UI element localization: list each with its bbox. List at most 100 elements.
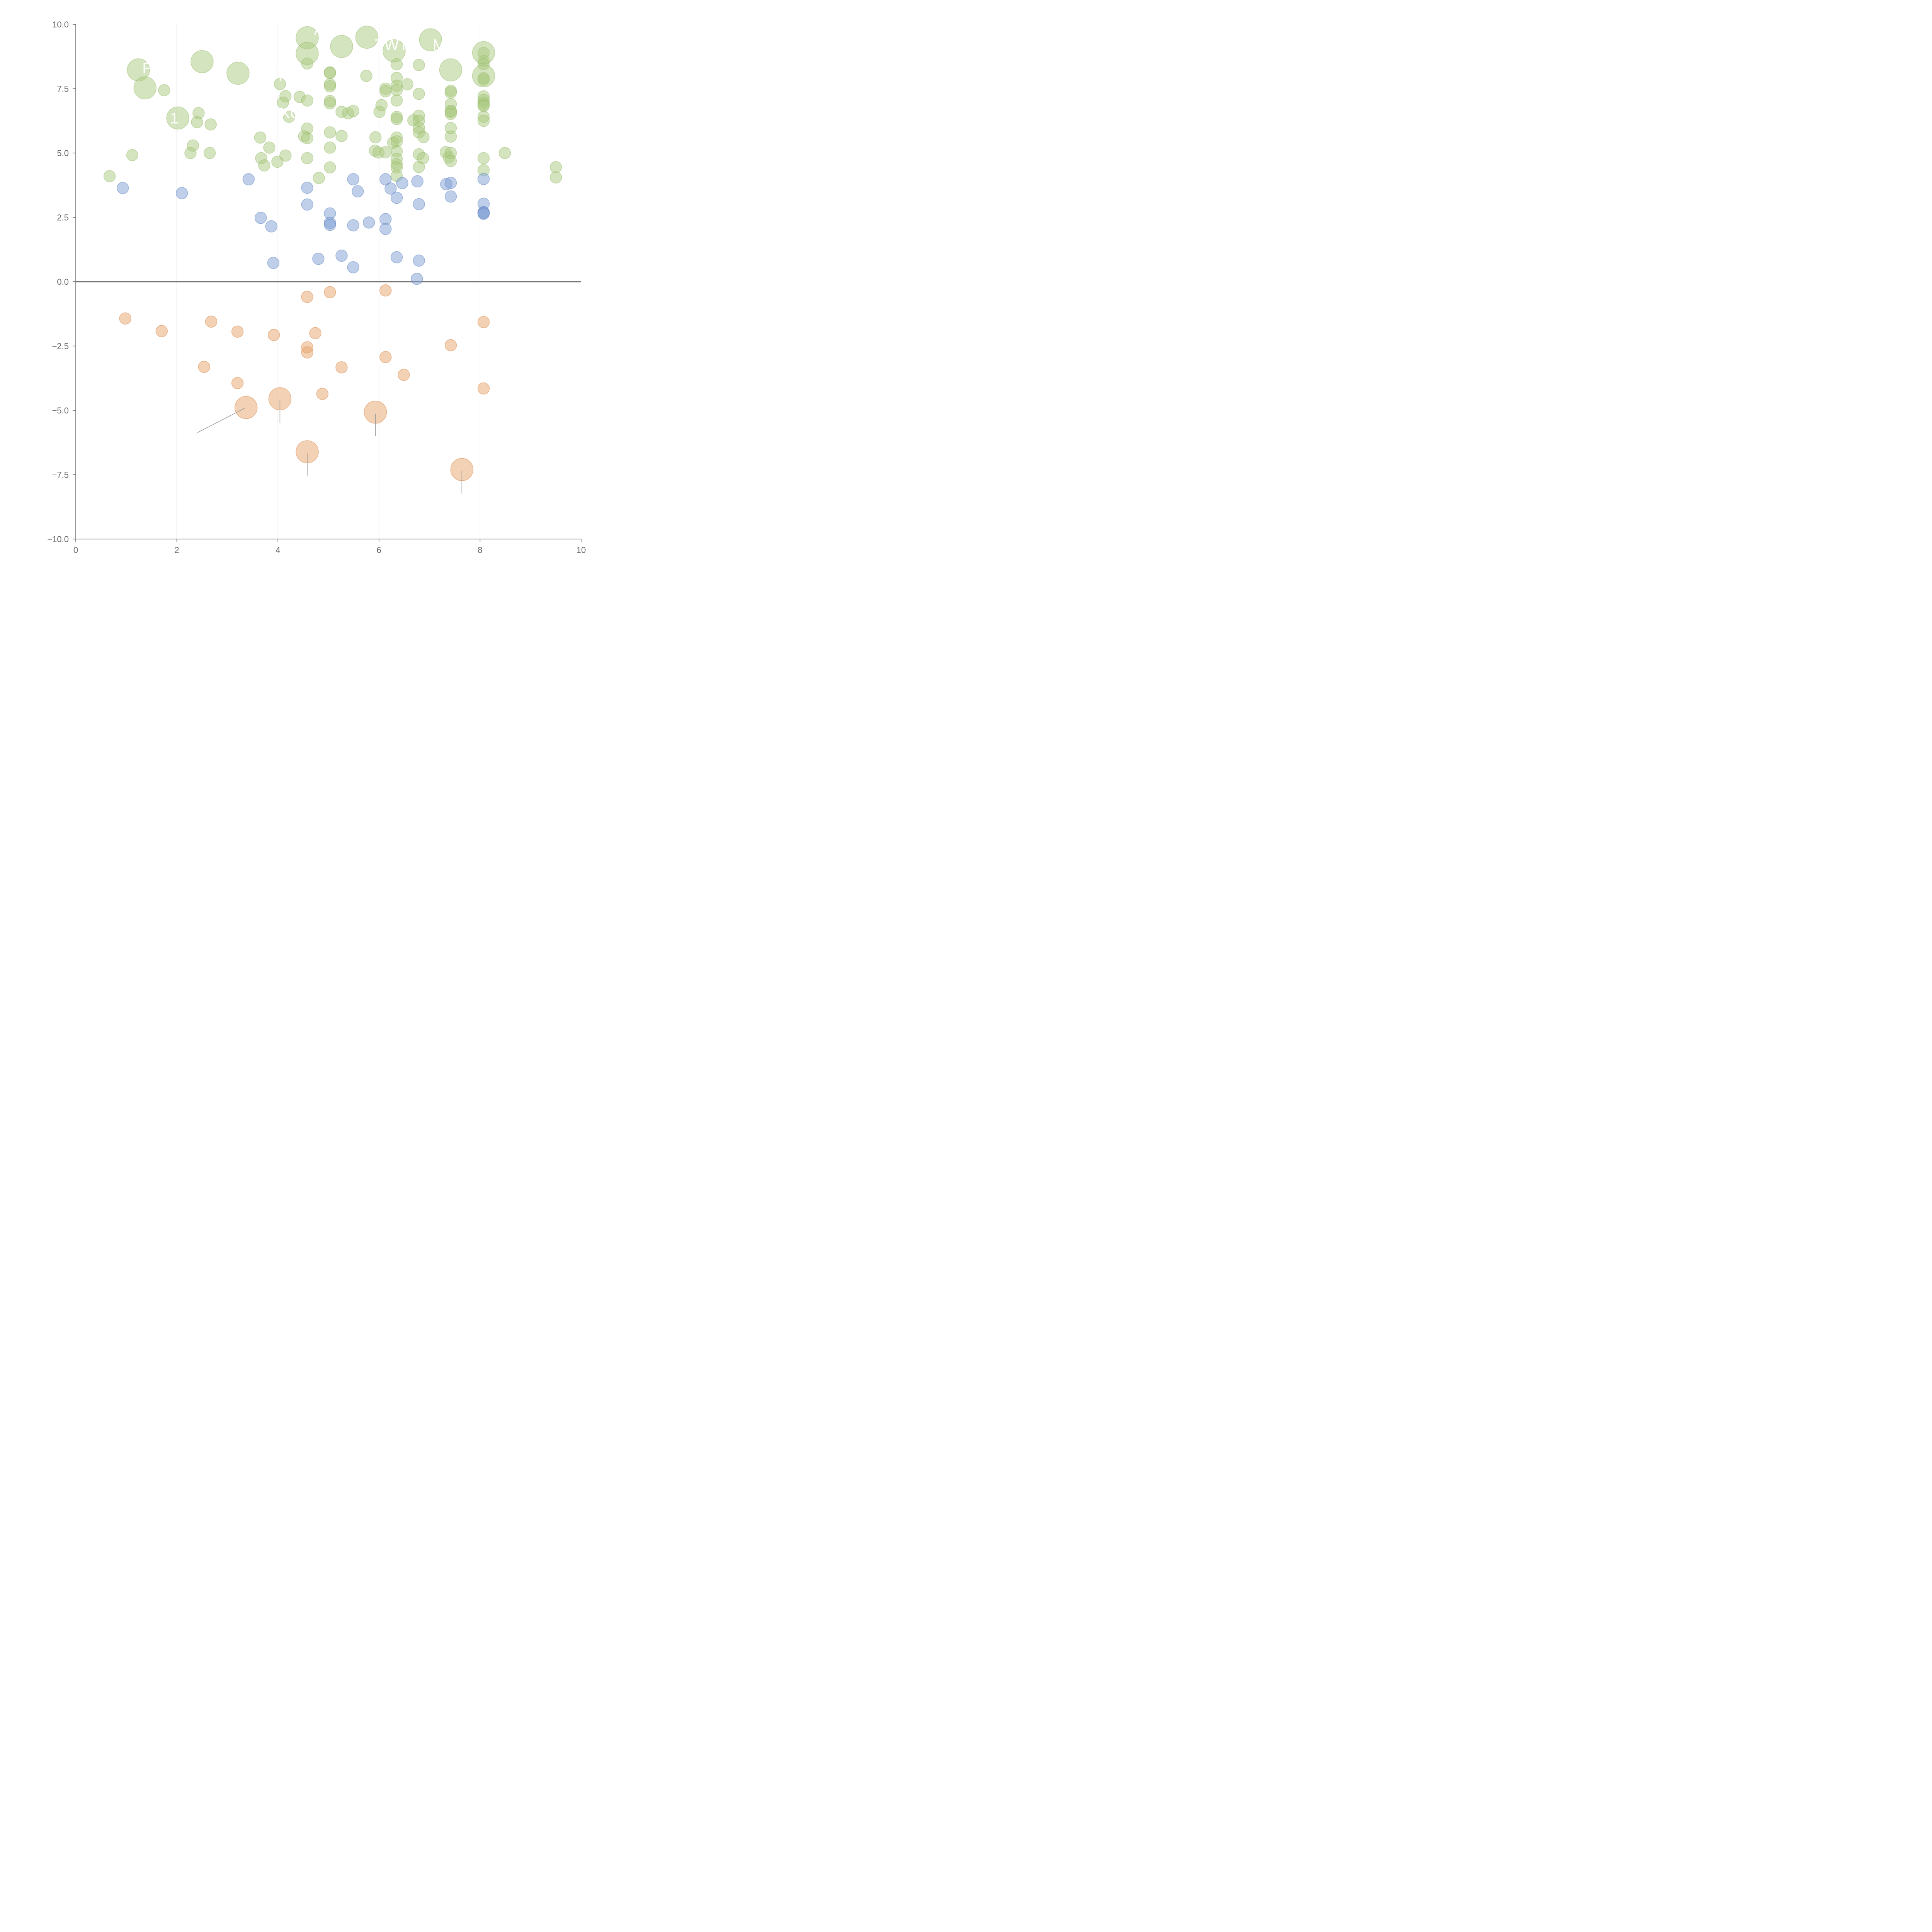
point-negative [119, 312, 131, 325]
labels-layer: ADA TWT MN F T XC 1 [142, 21, 463, 494]
point-positive-high [301, 152, 313, 165]
point-positive-low [477, 173, 490, 185]
point-annotation: T [276, 68, 285, 85]
point-positive-high [324, 141, 336, 154]
point-annotation: XC [280, 105, 301, 122]
point-negative [205, 315, 218, 328]
point-annotation: F [142, 60, 151, 77]
point-positive-high [301, 94, 313, 107]
point-positive-high [390, 113, 403, 125]
point-positive-high [258, 159, 270, 172]
point-positive-low [413, 198, 425, 211]
y-tick-label: 5.0 [57, 148, 69, 158]
point-positive-high [313, 172, 325, 184]
point-negative [444, 339, 457, 352]
large-point-positive-high [472, 41, 495, 65]
point-positive-low [324, 219, 336, 231]
point-positive-high [324, 97, 336, 110]
point-annotation: TWT [375, 37, 408, 54]
point-positive-low [390, 192, 403, 204]
point-positive-low [335, 249, 348, 262]
point-positive-low [267, 257, 280, 269]
point-positive-high [444, 108, 457, 120]
point-positive-high [379, 85, 392, 97]
point-positive-low [116, 182, 129, 194]
large-point-positive-high [133, 76, 156, 100]
point-positive-low [396, 177, 408, 189]
x-tick-label: 6 [377, 545, 381, 555]
y-tick-label: 10.0 [52, 20, 69, 29]
point-positive-high [401, 78, 413, 90]
point-positive-high [274, 78, 286, 90]
point-positive-high [369, 131, 382, 144]
point-positive-high [324, 161, 336, 174]
point-positive-low [411, 175, 423, 188]
x-tick-label: 8 [478, 545, 482, 555]
point-negative [398, 369, 410, 381]
point-positive-high [477, 115, 490, 127]
point-positive-high [477, 152, 490, 165]
point-annotation: 1 [170, 110, 179, 127]
x-tick-label: 2 [174, 545, 179, 555]
point-positive-high [324, 126, 336, 139]
large-point-positive-high [439, 58, 463, 82]
point-positive-high [549, 171, 562, 184]
point-positive-low [242, 173, 255, 185]
point-positive-high [203, 147, 216, 159]
large-point-positive-high [383, 39, 406, 63]
point-positive-low [301, 182, 313, 194]
large-point-positive-high [190, 50, 214, 73]
point-positive-low [265, 220, 277, 233]
point-positive-high [444, 155, 457, 167]
point-positive-high [417, 131, 430, 143]
point-positive-high [477, 100, 490, 112]
large-point-positive-high [226, 61, 250, 85]
point-positive-high [187, 139, 199, 152]
point-negative [477, 316, 490, 328]
large-point-negative [235, 396, 258, 419]
point-positive-high [263, 141, 276, 154]
point-positive-high [126, 149, 139, 162]
large-point-positive-high [355, 26, 379, 49]
point-annotation: MN [433, 37, 457, 54]
large-point-positive-high [330, 35, 353, 58]
point-positive-high [444, 86, 457, 99]
point-positive-low [301, 198, 313, 211]
point-positive-low [379, 173, 392, 185]
point-positive-high [158, 84, 170, 97]
point-positive-high [549, 161, 562, 173]
y-tick-label: −7.5 [52, 470, 69, 480]
point-positive-low [312, 252, 325, 265]
point-positive-low [384, 182, 397, 195]
y-tick-label: −5.0 [52, 406, 69, 415]
point-negative [379, 351, 392, 363]
y-tick-label: 2.5 [57, 213, 69, 223]
point-positive-low [390, 251, 403, 264]
point-positive-high [103, 170, 116, 182]
point-negative [267, 329, 280, 341]
point-positive-high [417, 152, 429, 165]
point-positive-high [301, 132, 313, 145]
y-tick-label: −2.5 [52, 342, 69, 351]
point-positive-low [254, 212, 267, 224]
point-positive-low [352, 185, 364, 197]
point-positive-high [192, 107, 205, 119]
points-layer [103, 26, 562, 481]
point-positive-high [413, 59, 425, 71]
point-positive-high [324, 67, 336, 79]
point-negative [301, 291, 313, 303]
point-positive-high [347, 105, 359, 117]
point-positive-high [324, 80, 336, 93]
point-positive-low [477, 207, 490, 220]
point-positive-high [279, 90, 292, 102]
point-negative [379, 284, 392, 297]
point-positive-high [444, 130, 457, 143]
point-positive-low [347, 219, 359, 231]
point-positive-high [413, 88, 425, 100]
point-negative [309, 327, 321, 339]
point-negative [231, 325, 244, 338]
x-tick-label: 4 [276, 545, 280, 555]
leader-line [197, 408, 245, 433]
point-annotation: ADA [314, 21, 346, 38]
large-point-positive-high [166, 106, 189, 130]
